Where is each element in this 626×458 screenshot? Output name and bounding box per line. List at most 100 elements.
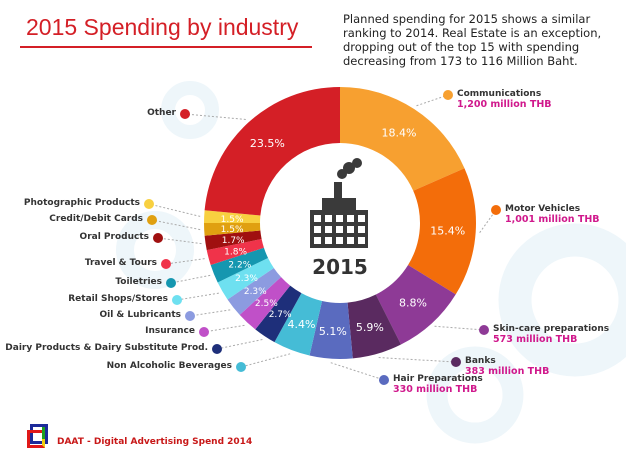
leader-line <box>330 362 385 381</box>
legend-label: Travel & Tours <box>85 258 157 268</box>
leader-line <box>189 309 231 317</box>
legend-dot <box>491 205 501 215</box>
leader-line <box>151 219 201 231</box>
legend-dot <box>212 344 222 354</box>
slice-other <box>204 87 340 216</box>
gear-icon <box>161 81 219 139</box>
legend-dot <box>199 327 209 337</box>
leader-line <box>170 274 211 284</box>
slice-percent-label: 5.1% <box>319 325 347 338</box>
slice-percent-label: 15.4% <box>430 224 465 237</box>
slice-percent-label: 4.4% <box>288 318 316 331</box>
gear-icon <box>426 346 524 444</box>
legend-dot <box>161 259 171 269</box>
legend-name: Communications <box>457 89 542 99</box>
legend-name: Insurance <box>145 326 195 336</box>
legend-name: Hair Preparations <box>393 374 483 384</box>
legend-name: Retail Shops/Stores <box>68 294 168 304</box>
slice-percent-label: 1.5% <box>221 215 244 225</box>
slice-hair-preparations <box>309 300 353 359</box>
legend-name: Photographic Products <box>23 198 140 208</box>
gear-icon <box>116 211 194 289</box>
title-underline <box>20 46 312 48</box>
leader-line <box>479 209 497 233</box>
slice-percent-label: 8.8% <box>399 297 427 310</box>
slice-percent-label: 1.5% <box>221 225 244 235</box>
leader-line <box>416 94 449 107</box>
legend-dot <box>180 109 190 119</box>
leader-line <box>434 325 485 331</box>
legend-dot <box>185 311 195 321</box>
leader-line <box>240 353 291 368</box>
legend-name: Dairy Products & Dairy Substitute Prod. <box>5 343 208 353</box>
gear-icon <box>498 223 626 377</box>
legend-label: Toiletries <box>115 277 162 287</box>
legend-label: Oral Products <box>80 232 149 242</box>
slice-percent-label: 2.2% <box>228 260 251 270</box>
slice-percent-label: 2.5% <box>255 299 278 309</box>
legend-dot <box>172 295 182 305</box>
legend-dot <box>443 90 453 100</box>
legend-dot <box>451 357 461 367</box>
leader-line <box>148 203 201 217</box>
slice-percent-label: 5.9% <box>356 321 384 334</box>
legend-name: Banks <box>465 356 496 366</box>
legend-amount: 330 million THB <box>393 384 478 395</box>
slice-travel-tours <box>206 238 264 266</box>
slice-motor-vehicles <box>408 168 477 295</box>
slice-percent-label: 2.7% <box>269 310 292 320</box>
legend-dot <box>144 199 154 209</box>
legend-label: Hair Preparations 330 million THB <box>393 374 483 395</box>
slice-oil-lubricants <box>227 267 281 315</box>
legend-name: Skin-care preparations <box>493 324 610 334</box>
legend-label: Retail Shops/Stores <box>68 294 168 304</box>
legend-dot <box>236 362 246 372</box>
slice-percent-label: 23.5% <box>250 137 285 150</box>
slice-dairy-products-dairy-substitute-prod- <box>255 285 302 343</box>
factory-icon <box>310 158 368 248</box>
slice-percent-label: 2.3% <box>235 274 258 284</box>
slice-insurance <box>239 277 291 330</box>
leader-line <box>165 258 205 265</box>
legend-label: Non Alcoholic Beverages <box>107 361 232 371</box>
legend-label: Credit/Debit Cards <box>49 214 143 224</box>
legend-name: Motor Vehicles <box>505 204 581 214</box>
legend-name: Oil & Lubricants <box>99 310 181 320</box>
legend-amount: 383 million THB <box>465 366 550 377</box>
legend-label: Skin-care preparations 573 million THB <box>493 324 609 345</box>
slice-oral-products <box>204 230 262 251</box>
page-title: 2015 Spending by industry <box>26 14 299 40</box>
legend-dot <box>153 233 163 243</box>
legend-name: Other <box>147 108 176 118</box>
slice-retail-shops-stores <box>217 257 274 300</box>
leader-line <box>216 339 263 350</box>
leader-line <box>176 292 219 301</box>
legend-label: Oil & Lubricants <box>99 310 181 320</box>
leader-line <box>378 357 457 363</box>
legend-dot <box>166 278 176 288</box>
legend-amount: 1,001 million THB <box>505 214 600 225</box>
legend-label: Dairy Products & Dairy Substitute Prod. <box>5 343 208 353</box>
slice-non-alcoholic-beverages <box>274 293 323 356</box>
leader-line <box>203 324 245 333</box>
legend-name: Toiletries <box>115 277 162 287</box>
slice-banks <box>347 294 401 359</box>
legend-amount: 1,200 million THB <box>457 99 552 110</box>
legend-label: Insurance <box>145 326 195 336</box>
slice-photographic-products <box>204 210 261 223</box>
slice-percent-label: 1.7% <box>222 236 245 246</box>
description: Planned spending for 2015 shows a simila… <box>343 12 602 68</box>
legend-dot <box>379 375 389 385</box>
slice-skin-care-preparations <box>375 265 456 345</box>
center-year-label: 2015 <box>312 255 368 279</box>
slice-credit-debit-cards <box>204 223 261 236</box>
legend-dot <box>479 325 489 335</box>
slice-percent-label: 1.8% <box>224 248 247 258</box>
slice-percent-label: 18.4% <box>382 127 417 140</box>
legend-name: Non Alcoholic Beverages <box>106 361 232 371</box>
slice-communications <box>340 87 465 191</box>
slice-toiletries <box>210 247 269 283</box>
leader-line <box>157 237 202 245</box>
legend-label: Other <box>147 108 176 118</box>
